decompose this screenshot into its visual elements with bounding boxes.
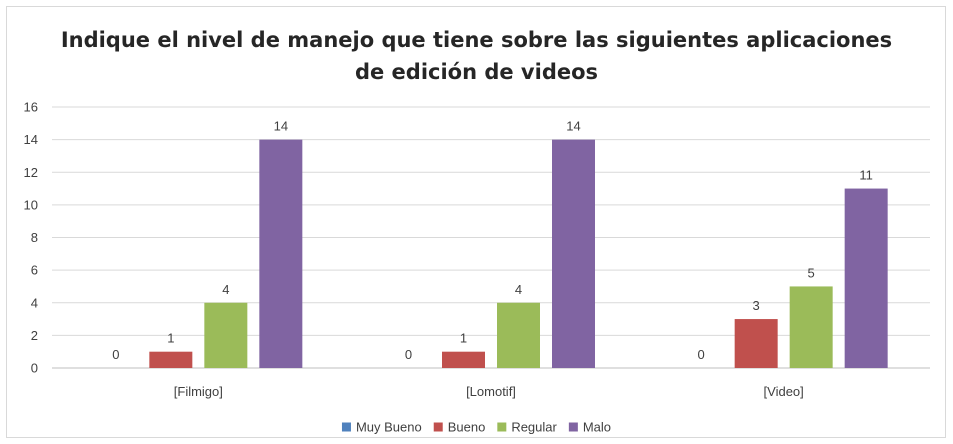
bar: [734, 319, 778, 368]
y-tick-label: 4: [31, 295, 38, 310]
legend-swatch: [497, 422, 507, 432]
data-label: 14: [566, 119, 580, 134]
legend-swatch: [568, 422, 578, 432]
y-tick-label: 8: [31, 230, 38, 245]
bar: [149, 351, 193, 368]
legend-label: Muy Bueno: [356, 420, 422, 435]
legend-label: Malo: [583, 420, 611, 435]
legend: Muy Bueno Bueno Regular Malo: [341, 420, 611, 435]
y-tick-label: 14: [24, 132, 38, 147]
data-label: 4: [222, 282, 229, 297]
chart-title: Indique el nivel de manejo que tiene sob…: [0, 24, 953, 88]
y-tick-label: 12: [24, 165, 38, 180]
chart-title-line-2: de edición de videos: [354, 60, 599, 84]
bar: [844, 188, 888, 368]
y-tick-label: 10: [24, 197, 38, 212]
bar: [789, 286, 833, 368]
legend-label: Regular: [511, 420, 557, 435]
data-label: 0: [405, 347, 412, 362]
legend-swatch: [341, 422, 351, 432]
x-category-label: [Video]: [764, 384, 804, 399]
y-axis: 0 2 4 6 8 10 12 14 16: [24, 100, 38, 376]
data-label: 3: [753, 298, 760, 313]
x-category-label: [Lomotif]: [466, 384, 516, 399]
legend-label: Bueno: [448, 420, 486, 435]
data-label: 5: [808, 265, 815, 280]
data-label: 4: [515, 282, 522, 297]
data-label: 0: [112, 347, 119, 362]
x-category-label: [Filmigo]: [174, 384, 223, 399]
x-axis: [Filmigo] [Lomotif] [Video]: [174, 384, 804, 399]
bar: [497, 302, 540, 368]
data-label: 11: [859, 168, 873, 183]
y-tick-label: 0: [31, 361, 38, 376]
bar: [259, 139, 303, 368]
data-label: 0: [698, 347, 705, 362]
bar: [204, 302, 248, 368]
legend-swatch: [433, 422, 443, 432]
data-label: 14: [274, 119, 288, 134]
y-tick-label: 6: [31, 263, 38, 278]
chart-title-line-1: Indique el nivel de manejo que tiene sob…: [60, 28, 893, 52]
bar: [442, 351, 485, 368]
y-tick-label: 2: [31, 328, 38, 343]
bars: [149, 139, 888, 368]
gridlines: [52, 106, 930, 369]
y-tick-label: 16: [24, 100, 38, 115]
bar: [552, 139, 595, 368]
data-label: 1: [167, 331, 174, 346]
data-label: 1: [460, 331, 467, 346]
